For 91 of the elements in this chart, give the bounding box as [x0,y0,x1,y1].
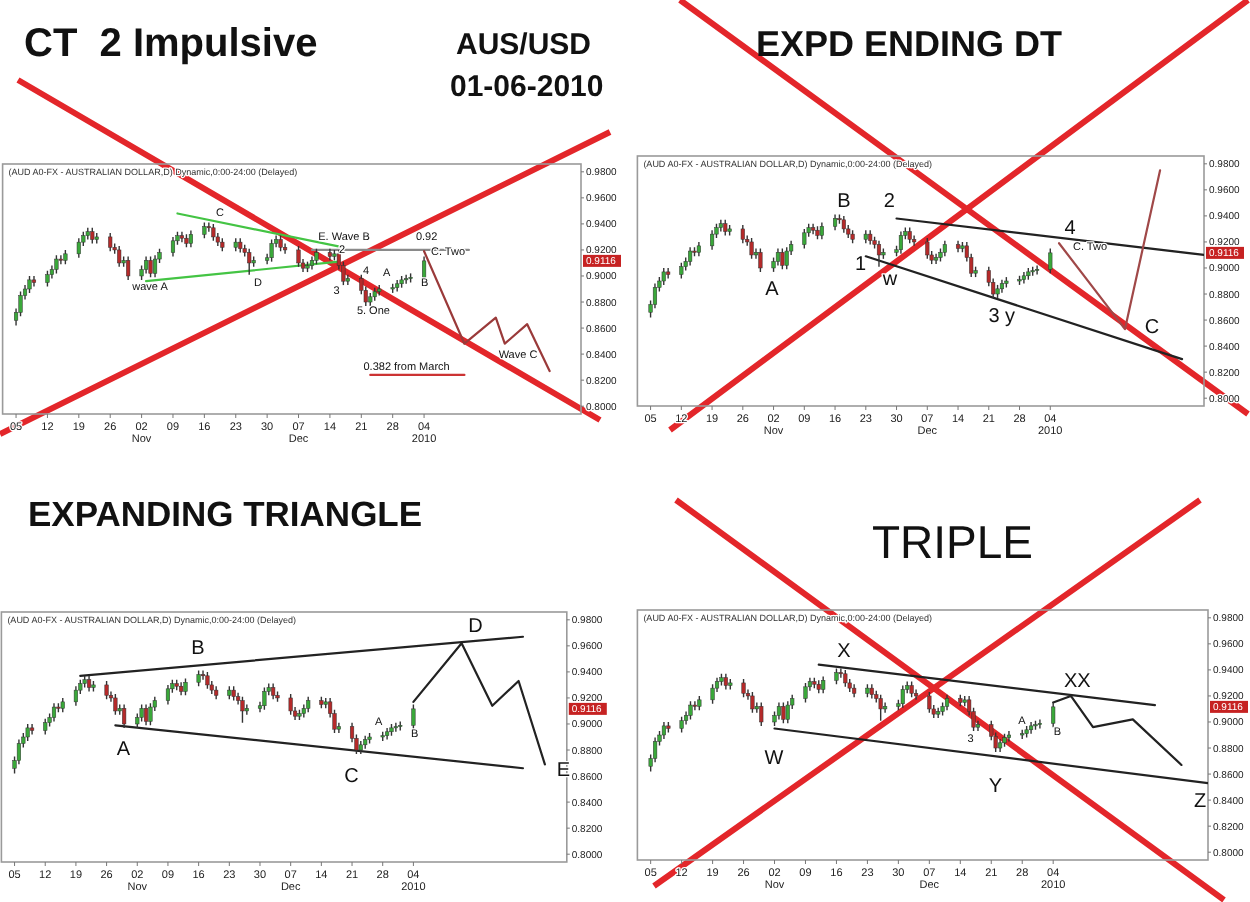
candlestick [898,230,903,255]
annotation: y [1005,305,1015,328]
candlestick [411,703,416,730]
candlestick [914,688,919,701]
annotation: E [556,759,571,782]
candlestick [76,237,81,259]
candlestick [153,254,158,278]
annotation: W [764,747,785,770]
candlestick [16,738,21,766]
candlestick [240,695,245,724]
candlestick [749,237,754,260]
candlestick [912,234,917,247]
annotation: 4 [1064,217,1077,240]
annotation: 1 [855,254,868,277]
candlestick [170,236,176,258]
candlestick [1037,718,1042,730]
annotation: Z [1193,791,1207,813]
candlestick [878,693,883,722]
candlestick [1006,730,1011,743]
candlestick [785,700,790,724]
chart-title: EXPD ENDING DT [756,24,1063,64]
candlestick [710,683,715,705]
candlestick [404,273,409,285]
candlestick [927,691,932,714]
annotation: A [116,739,131,761]
candlestick [710,229,715,251]
candlestick [122,703,127,729]
candlestick [200,669,206,681]
annotation: 2 [883,191,896,213]
annotation: D [468,615,483,638]
annotation: C [1144,317,1160,339]
chart-title: EXPANDING TRIANGLE [28,494,423,534]
candlestick [165,684,170,706]
candlestick [1035,264,1040,276]
candlestick [393,721,398,733]
annotation: B [191,637,206,660]
candlestick [741,678,746,698]
candlestick [652,282,658,310]
candlestick [780,247,785,270]
candlestick [269,238,274,263]
candlestick [54,254,59,275]
candlestick [688,246,693,267]
candlestick [876,239,882,268]
candlestick [1048,247,1053,274]
candlestick [247,247,252,276]
text: AUS/USD [456,28,592,62]
candlestick [803,682,808,704]
chart-title: CT 2 Impulsive [24,22,318,66]
candlestick [18,290,23,318]
candlestick [802,228,807,250]
candlestick [838,667,843,679]
candlestick [104,680,109,700]
annotation: C [344,765,359,788]
annotation: B [837,191,852,213]
text: 01-06-2010 [450,70,604,104]
candlestick [296,245,301,268]
candlestick [341,260,346,286]
candlestick [108,232,113,252]
candlestick [883,701,888,714]
annotation: w [880,269,899,291]
candlestick [750,691,755,714]
candlestick [143,703,149,726]
candlestick [781,701,786,724]
candlestick [148,255,153,278]
candlestick [148,702,153,726]
candlestick [283,242,288,255]
candlestick [206,221,211,233]
candlestick [925,237,930,260]
candlestick [262,686,267,711]
candlestick [126,255,131,281]
line-series [422,250,551,373]
annotation: X [837,641,852,663]
candlestick [73,685,78,707]
candlestick [900,684,905,709]
annotation: A [765,279,780,301]
candlestick [244,703,249,716]
candlestick [653,736,658,764]
candlestick [740,224,745,244]
annotation: 3 [988,305,1001,328]
candlestick [117,245,122,268]
candlestick [51,702,57,723]
annotation: Y [988,775,1003,798]
candlestick [759,701,764,727]
candlestick [288,693,293,716]
candlestick [1051,701,1056,728]
candlestick [784,246,789,270]
candlestick [758,247,763,273]
candlestick [113,693,118,716]
chart-title: TRIPLE [872,516,1034,568]
annotation: XX [1064,671,1092,693]
candlestick [688,700,693,721]
